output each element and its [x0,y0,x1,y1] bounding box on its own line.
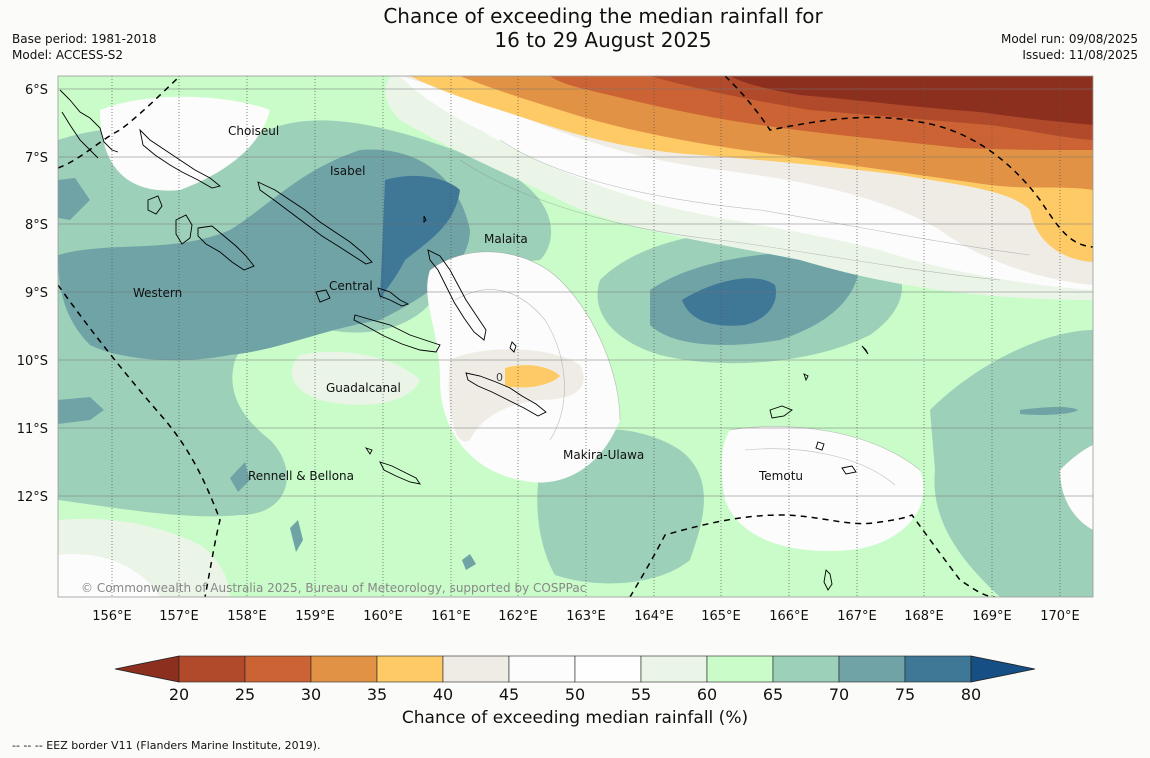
colorbar-tick-label: 80 [961,685,981,704]
colorbar-tick-label: 20 [169,685,189,704]
colorbar-segment [640,655,708,683]
colorbar-under-arrow [114,655,180,683]
colorbar-tick-label: 45 [499,685,519,704]
colorbar-over-arrow [970,655,1036,683]
colorbar-ticks: 20 25 30 35 40 45 50 55 60 65 70 75 80 [169,685,981,704]
lat-label: 11°S [17,422,48,437]
graticule [58,76,1093,597]
region-guadalcanal: Guadalcanal [326,381,401,395]
lon-label: 170°E [1040,609,1080,624]
coastlines [59,89,869,591]
region-central: Central [329,279,373,293]
colorbar-tick-label: 65 [763,685,783,704]
colorbar-segment [706,655,774,683]
colorbar-segment [838,655,906,683]
lon-label: 160°E [363,609,403,624]
region-rennell-bellona: Rennell & Bellona [248,469,354,483]
colorbar-segment [376,655,444,683]
lat-label: 6°S [25,83,48,98]
colorbar-segment [508,655,576,683]
longitude-labels: 156°E 157°E 158°E 159°E 160°E 161°E 162°E 163°E… [92,609,1080,624]
colorbar [114,655,1036,683]
region-malaita: Malaita [484,232,528,246]
lat-label: 8°S [25,218,48,233]
colorbar-segment [772,655,840,683]
model-info: Base period: 1981-2018 Model: ACCESS-S2 [12,31,157,63]
region-isabel: Isabel [330,164,365,178]
eez-footnote: -- -- -- EEZ border V11 (Flanders Marine… [12,739,321,752]
lon-label: 163°E [566,609,606,624]
lat-label: 10°S [17,354,48,369]
colorbar-segment [310,655,378,683]
copyright-text: © Commonwealth of Australia 2025, Bureau… [81,581,586,595]
contour-value-label: 0 [496,371,503,384]
lon-label: 164°E [634,609,674,624]
title-line-1: Chance of exceeding the median rainfall … [383,4,823,28]
region-labels: Choiseul Isabel Malaita Western Central … [133,124,803,483]
colorbar-segment [904,655,972,683]
region-western: Western [133,286,182,300]
region-choiseul: Choiseul [228,124,279,138]
colorbar-title: Chance of exceeding median rainfall (%) [401,708,749,728]
lon-label: 162°E [498,609,538,624]
eez-border [58,76,1093,597]
map-field: 0 © Commonwealth of Australia 2025, Bure… [58,76,1093,597]
lon-label: 156°E [92,609,132,624]
run-info: Model run: 09/08/2025 Issued: 11/08/2025 [1001,31,1138,63]
colorbar-segment [244,655,312,683]
chart-title: Chance of exceeding the median rainfall … [0,4,1150,52]
colorbar-tick-label: 60 [697,685,717,704]
issued-date: Issued: 11/08/2025 [1022,48,1138,62]
lon-label: 166°E [769,609,809,624]
lat-label: 12°S [17,490,48,505]
lon-label: 158°E [227,609,267,624]
colorbar-tick-label: 40 [433,685,453,704]
region-temotu: Temotu [758,469,803,483]
lat-label: 9°S [25,286,48,301]
colorbar-tick-label: 55 [631,685,651,704]
title-line-2: 16 to 29 August 2025 [494,28,712,52]
lon-label: 168°E [904,609,944,624]
colorbar-segment [178,655,246,683]
colorbar-tick-label: 75 [895,685,915,704]
lon-label: 159°E [295,609,335,624]
lon-label: 169°E [972,609,1012,624]
lon-label: 161°E [431,609,471,624]
model-run-date: Model run: 09/08/2025 [1000,32,1138,46]
lon-label: 157°E [159,609,199,624]
lat-label: 7°S [25,151,48,166]
colorbar-tick-label: 50 [565,685,585,704]
colorbar-tick-label: 70 [829,685,849,704]
lon-label: 167°E [837,609,877,624]
colorbar-segment [574,655,642,683]
latitude-labels: 6°S 7°S 8°S 9°S 10°S 11°S 12°S [17,83,48,505]
base-period: Base period: 1981-2018 [12,32,157,46]
colorbar-tick-label: 30 [301,685,321,704]
model-name: Model: ACCESS-S2 [12,48,124,62]
lon-label: 165°E [701,609,741,624]
region-makira-ulawa: Makira-Ulawa [563,448,644,462]
colorbar-tick-label: 35 [367,685,387,704]
colorbar-segment [442,655,510,683]
colorbar-tick-label: 25 [235,685,255,704]
